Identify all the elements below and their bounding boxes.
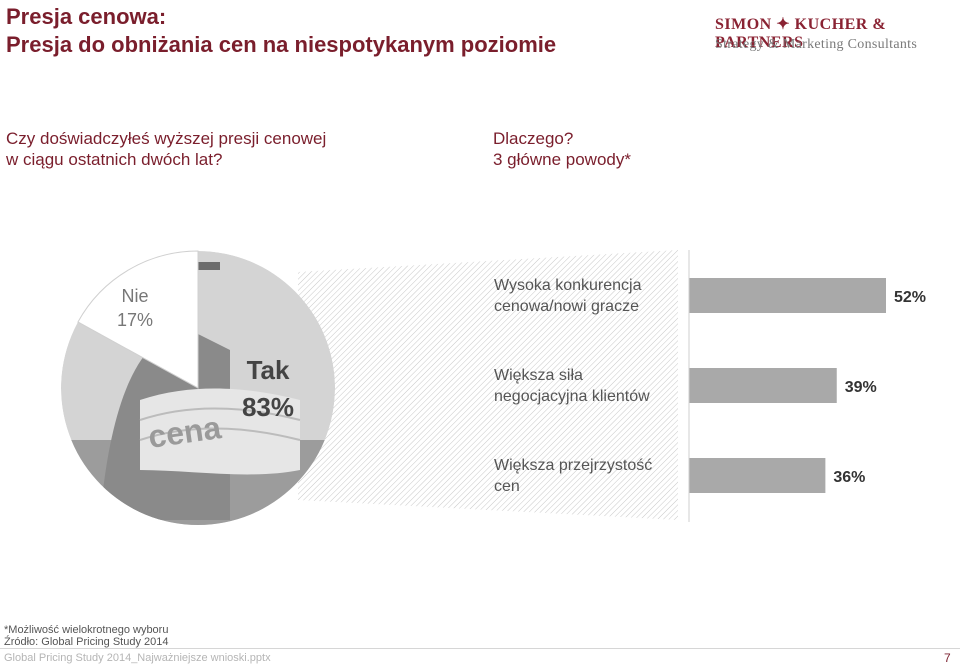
pie-label-nie: Nie [121, 286, 148, 306]
pie-label-tak: Tak [247, 355, 290, 385]
company-logo-tagline: Strategy & Marketing Consultants [715, 37, 918, 52]
bar-2 [689, 368, 837, 403]
bar-category-label-3-line2: cen [494, 478, 520, 495]
footnote-source: Źródło: Global Pricing Study 2014 [4, 636, 169, 648]
page-title-line2: Presja do obniżania cen na niespotykanym… [6, 32, 557, 57]
bar-chart: 52% Wysoka konkurencja cenowa/nowi gracze 3… [494, 277, 926, 495]
footer-divider [0, 648, 960, 649]
question-right-line2: 3 główne powody* [493, 150, 631, 169]
footer-filename: Global Pricing Study 2014_Najważniejsze … [4, 652, 271, 664]
pie-slice-nie [77, 250, 199, 389]
company-logo-name: SIMON ✦ KUCHER & PARTNERS [715, 16, 887, 51]
question-right-line1: Dlaczego? [493, 129, 574, 148]
chart-area: cena Nie 17% Tak 83% 52%Wysoka konkurenc… [61, 250, 926, 525]
question-right: Dlaczego? 3 główne powody* [493, 128, 631, 170]
footnote-multiple-choice: *Możliwość wielokrotnego wyboru [4, 624, 169, 636]
question-left-line1: Czy doświadczyłeś wyższej presji cenowej [6, 129, 327, 148]
bar-category-label-3-line1: Większa przejrzystość [494, 457, 652, 474]
bar-category-label-2-line2: negocjacyjna klientów [494, 388, 650, 405]
pie-label-tak-value: 83% [242, 392, 294, 422]
bar-value-label-2: 39% [845, 379, 877, 396]
question-left: Czy doświadczyłeś wyższej presji cenowej… [6, 128, 326, 170]
bar-3 [689, 458, 826, 493]
bar-1 [689, 278, 886, 313]
page-title-line1: Presja cenowa: [6, 4, 167, 29]
bar-value-label-3: 36% [833, 469, 865, 486]
bar-category-label-2-line1: Większa siła [494, 367, 583, 384]
bar-value-label-1: 52% [894, 289, 926, 306]
question-left-line2: w ciągu ostatnich dwóch lat? [6, 150, 223, 169]
connector-fan [298, 250, 678, 520]
page-number: 7 [944, 651, 951, 665]
bar-category-label-1-line2: cenowa/nowi gracze [494, 298, 639, 315]
pie-label-nie-value: 17% [117, 310, 153, 330]
bar-category-label-1-line1: Wysoka konkurencja [494, 277, 642, 294]
